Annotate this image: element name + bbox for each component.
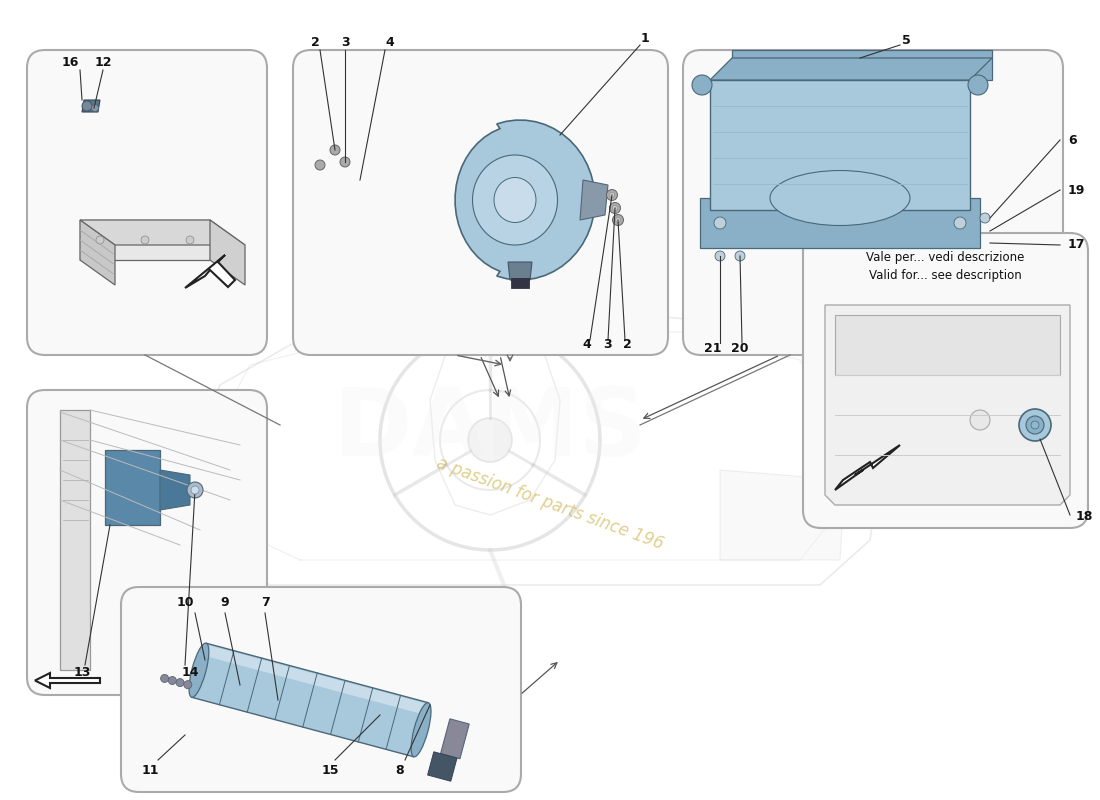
Text: 7: 7 [261, 597, 270, 610]
Circle shape [1019, 409, 1050, 441]
FancyBboxPatch shape [28, 50, 267, 355]
Polygon shape [35, 673, 100, 688]
Text: 12: 12 [95, 57, 112, 70]
Ellipse shape [494, 178, 536, 222]
Text: 4: 4 [386, 37, 395, 50]
Text: 10: 10 [176, 597, 194, 610]
Text: 2: 2 [310, 37, 319, 50]
Polygon shape [210, 220, 245, 285]
Polygon shape [60, 410, 90, 670]
Polygon shape [512, 278, 529, 288]
Text: 9: 9 [221, 597, 229, 610]
Circle shape [340, 157, 350, 167]
Circle shape [82, 101, 92, 111]
Circle shape [970, 410, 990, 430]
Polygon shape [720, 470, 845, 560]
Polygon shape [82, 100, 100, 112]
Polygon shape [441, 719, 470, 758]
FancyBboxPatch shape [293, 50, 668, 355]
Polygon shape [710, 80, 970, 210]
Circle shape [606, 190, 617, 201]
Circle shape [616, 218, 620, 222]
Circle shape [1026, 416, 1044, 434]
Polygon shape [160, 470, 190, 510]
Text: 4: 4 [583, 338, 592, 351]
Circle shape [968, 75, 988, 95]
Text: 19: 19 [1068, 183, 1086, 197]
Polygon shape [508, 262, 532, 280]
Circle shape [187, 482, 204, 498]
FancyBboxPatch shape [803, 233, 1088, 528]
Ellipse shape [189, 643, 209, 698]
Text: 17: 17 [1068, 238, 1086, 251]
Polygon shape [732, 50, 992, 80]
Polygon shape [710, 58, 992, 80]
Text: Vale per... vedi descrizione: Vale per... vedi descrizione [866, 251, 1024, 265]
Polygon shape [455, 120, 595, 280]
Text: DAMS: DAMS [333, 384, 647, 476]
Polygon shape [191, 643, 428, 757]
Text: 13: 13 [74, 666, 90, 678]
Text: 3: 3 [341, 37, 350, 50]
Circle shape [613, 214, 624, 226]
Polygon shape [835, 315, 1060, 375]
Circle shape [186, 236, 194, 244]
Ellipse shape [770, 170, 910, 226]
Circle shape [714, 217, 726, 229]
Text: 11: 11 [141, 763, 158, 777]
Circle shape [330, 145, 340, 155]
Circle shape [715, 251, 725, 261]
Circle shape [735, 251, 745, 261]
Circle shape [191, 486, 199, 494]
Text: 14: 14 [182, 666, 199, 678]
Polygon shape [202, 645, 428, 715]
Ellipse shape [473, 155, 558, 245]
Text: 1: 1 [640, 31, 649, 45]
Text: 21: 21 [704, 342, 722, 354]
Text: 18: 18 [1076, 510, 1093, 523]
FancyBboxPatch shape [28, 390, 267, 695]
Circle shape [141, 236, 149, 244]
Text: 3: 3 [603, 338, 612, 351]
Circle shape [613, 206, 617, 210]
Polygon shape [80, 220, 210, 260]
Text: 16: 16 [62, 57, 79, 70]
Polygon shape [700, 198, 980, 248]
FancyBboxPatch shape [683, 50, 1063, 355]
Text: 15: 15 [321, 763, 339, 777]
Polygon shape [104, 450, 160, 525]
Polygon shape [580, 180, 608, 220]
Circle shape [980, 213, 990, 223]
Circle shape [161, 674, 168, 682]
Text: a passion for parts since 196: a passion for parts since 196 [434, 454, 666, 554]
FancyBboxPatch shape [121, 587, 521, 792]
Circle shape [91, 105, 99, 111]
Text: 2: 2 [623, 338, 631, 351]
Circle shape [315, 160, 324, 170]
Circle shape [954, 217, 966, 229]
Polygon shape [185, 255, 235, 288]
Text: 8: 8 [396, 763, 405, 777]
Polygon shape [80, 220, 116, 285]
Circle shape [184, 681, 191, 689]
Circle shape [1031, 421, 1040, 429]
Circle shape [96, 236, 104, 244]
Text: 5: 5 [902, 34, 911, 46]
Ellipse shape [411, 702, 431, 757]
Polygon shape [835, 445, 900, 490]
Circle shape [609, 193, 615, 198]
Circle shape [468, 418, 512, 462]
Polygon shape [825, 305, 1070, 505]
Circle shape [168, 677, 176, 685]
Text: Valid for... see description: Valid for... see description [869, 269, 1022, 282]
Polygon shape [428, 752, 456, 782]
Polygon shape [80, 220, 245, 245]
Circle shape [609, 202, 620, 214]
Circle shape [176, 678, 184, 686]
Circle shape [692, 75, 712, 95]
Text: 6: 6 [1068, 134, 1077, 146]
Text: 20: 20 [732, 342, 749, 354]
